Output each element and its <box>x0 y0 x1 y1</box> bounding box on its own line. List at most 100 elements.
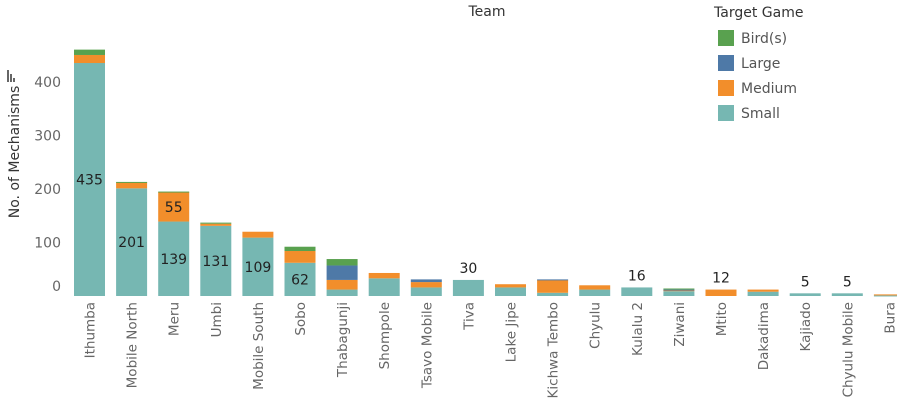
bar-segment-mobile-north-medium <box>116 182 148 189</box>
y-axis-ticks: 0 100 200 300 400 <box>34 75 61 295</box>
bar-segment-umbi-bird-s <box>200 222 232 224</box>
bar-segment-kulalu-2-small <box>621 287 653 296</box>
y-tick-label: 400 <box>34 75 61 91</box>
bar-segment-ziwani-medium <box>663 290 695 292</box>
bars <box>74 49 897 297</box>
bar-segment-kajiado-small <box>789 293 821 296</box>
x-category-label: Tsavo Mobile <box>419 302 435 389</box>
bar-segment-chyulu-medium <box>579 285 611 290</box>
legend: Target Game Bird(s) Large Medium Small <box>713 5 803 122</box>
bar-segment-kichwa-tembo-medium <box>537 279 569 293</box>
bar-segment-kichwa-tembo-large <box>537 279 569 281</box>
bar-segment-ziwani-bird-s <box>663 288 695 290</box>
bar-segment-meru-small <box>158 221 190 296</box>
bar-segment-dakadima-medium <box>747 289 779 292</box>
bar-segment-chyulu-small <box>579 289 611 296</box>
bar-segment-dakadima-small <box>747 291 779 296</box>
y-tick-label: 300 <box>34 128 61 144</box>
bar-segment-umbi-medium <box>200 223 232 226</box>
bar-segment-mobile-north-bird-s <box>116 181 148 183</box>
bar-segment-chyulu-mobile-small <box>831 293 863 296</box>
x-category-label: Chyulu <box>588 302 604 349</box>
legend-label-medium[interactable]: Medium <box>741 81 797 97</box>
bar-segment-meru-medium <box>158 192 190 222</box>
y-tick-label: 0 <box>52 279 61 295</box>
data-label-mobile-south: 109 <box>245 260 272 276</box>
x-category-label: Dakadima <box>756 302 772 370</box>
bar-segment-shompole-small <box>368 278 400 296</box>
x-category-label: Kajiado <box>798 302 814 352</box>
bar-segment-sobo-small <box>284 262 316 296</box>
x-category-label: Mtito <box>714 302 730 336</box>
bar-segment-sobo-medium <box>284 251 316 263</box>
x-category-label: Umbi <box>209 302 225 337</box>
bar-segment-tiva-small <box>452 279 484 296</box>
y-axis-title: No. of Mechanisms <box>7 86 23 218</box>
bar-segment-bura-small <box>873 295 897 297</box>
bar-segment-sobo-bird-s <box>284 246 316 252</box>
legend-swatch-large[interactable] <box>718 55 734 71</box>
x-category-label: Ithumba <box>83 302 99 358</box>
sort-descending-icon[interactable] <box>7 70 15 82</box>
bar-segment-thabagunji-small <box>326 289 358 296</box>
data-label-umbi: 131 <box>202 254 229 270</box>
bar-segment-thabagunji-medium <box>326 279 358 290</box>
bar-segment-tsavo-mobile-large <box>410 279 442 283</box>
bar-segment-kichwa-tembo-small <box>537 292 569 296</box>
bar-segment-mobile-north-small <box>116 188 148 296</box>
x-category-label: Mobile South <box>251 302 267 390</box>
x-category-label: Tiva <box>461 302 477 331</box>
legend-swatch-medium[interactable] <box>718 80 734 96</box>
legend-label-bird-s[interactable]: Bird(s) <box>741 31 787 47</box>
bar-segment-lake-jipe-medium <box>495 284 526 288</box>
data-label-tiva: 30 <box>459 261 477 277</box>
y-tick-label: 100 <box>34 235 61 251</box>
x-category-label: Shompole <box>377 302 393 369</box>
data-label-meru: 139 <box>160 252 187 268</box>
bar-segment-ziwani-large <box>663 289 695 291</box>
bar-segment-mobile-south-medium <box>242 231 274 238</box>
data-label-sobo: 62 <box>291 272 309 288</box>
bar-segment-lake-jipe-small <box>495 287 526 296</box>
x-category-label: Kichwa Tembo <box>546 302 562 398</box>
x-category-label: Chyulu Mobile <box>840 302 856 397</box>
data-label-ithumba: 435 <box>76 173 103 189</box>
bar-segment-ithumba-small <box>74 63 105 296</box>
bar-segment-bura-medium <box>873 294 897 296</box>
x-category-label: Meru <box>167 302 183 336</box>
bar-segment-mobile-south-small <box>242 237 274 296</box>
bar-segment-mtito-medium <box>705 289 737 296</box>
x-category-label: Bura <box>882 302 897 334</box>
data-label-chyulu-mobile: 5 <box>843 274 852 290</box>
data-label-mtito: 12 <box>712 271 730 287</box>
x-category-label: Mobile North <box>125 302 141 388</box>
legend-label-small[interactable]: Small <box>741 106 780 122</box>
bar-segment-umbi-small <box>200 225 232 296</box>
x-category-label: Sobo <box>293 302 309 336</box>
bar-segment-ithumba-medium <box>74 54 105 64</box>
legend-swatch-small[interactable] <box>718 105 734 121</box>
bar-segment-shompole-medium <box>368 272 400 279</box>
bar-segment-meru-bird-s <box>158 191 190 193</box>
bar-segment-thabagunji-bird-s <box>326 259 358 266</box>
bar-segment-tsavo-mobile-small <box>410 287 442 296</box>
x-category-label: Lake Jipe <box>504 302 520 362</box>
bar-segment-ithumba-bird-s <box>74 49 105 55</box>
bar-segment-ziwani-small <box>663 291 695 296</box>
legend-swatch-bird-s[interactable] <box>718 30 734 46</box>
x-category-label: Ziwani <box>672 302 688 347</box>
x-category-label: Thabagunji <box>335 302 351 378</box>
bar-segment-tsavo-mobile-medium <box>410 282 442 288</box>
data-label-mobile-north: 201 <box>118 235 145 251</box>
bar-segment-thabagunji-large <box>326 265 358 280</box>
data-label-kulalu-2: 16 <box>628 268 646 284</box>
y-tick-label: 200 <box>34 182 61 198</box>
legend-title: Target Game <box>713 5 803 21</box>
legend-label-large[interactable]: Large <box>741 56 780 72</box>
column-header-team: Team <box>467 4 505 20</box>
data-label-kajiado: 5 <box>801 274 810 290</box>
x-axis-category-labels: Ithumba Mobile North Meru Umbi Mobile South S… <box>83 302 897 398</box>
data-label-meru: 55 <box>165 200 183 216</box>
